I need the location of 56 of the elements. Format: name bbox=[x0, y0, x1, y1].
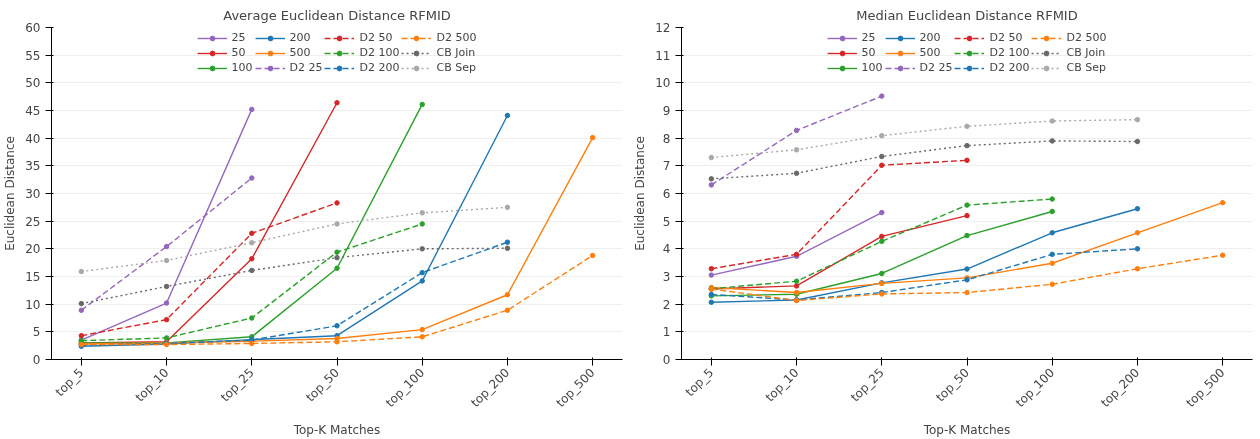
y-tick-label: 5 bbox=[32, 325, 41, 340]
y-tick-label: 2 bbox=[662, 297, 671, 312]
legend-label: CB Join bbox=[1066, 46, 1106, 59]
legend-label: CB Join bbox=[436, 46, 476, 59]
legend-label: 200 bbox=[289, 31, 311, 44]
legend-label: 500 bbox=[919, 46, 941, 59]
y-tick-label: 45 bbox=[25, 104, 41, 118]
legend-label: CB Sep bbox=[436, 61, 476, 74]
legend-label: D2 25 bbox=[289, 61, 323, 74]
legend-label: 50 bbox=[231, 46, 247, 59]
y-tick-label: 50 bbox=[25, 76, 41, 91]
y-tick-label: 10 bbox=[25, 297, 41, 312]
legend-label: D2 200 bbox=[359, 61, 400, 74]
y-axis-title: Euclidean Distance bbox=[633, 136, 648, 251]
legend-label: D2 200 bbox=[989, 61, 1030, 74]
y-tick-label: 60 bbox=[25, 21, 41, 35]
y-tick-label: 15 bbox=[25, 270, 41, 284]
legend-label: D2 500 bbox=[436, 31, 477, 44]
legend-label: D2 100 bbox=[359, 46, 400, 59]
legend-label: D2 100 bbox=[989, 46, 1030, 59]
legend-label: 100 bbox=[231, 61, 253, 74]
y-tick-label: 9 bbox=[662, 104, 671, 118]
x-axis-title: Top-K Matches bbox=[292, 422, 381, 437]
y-tick-label: 3 bbox=[662, 270, 671, 284]
y-tick-label: 55 bbox=[25, 48, 41, 63]
y-tick-label: 5 bbox=[662, 214, 671, 229]
legend-label: 200 bbox=[919, 31, 941, 44]
y-tick-label: 0 bbox=[32, 353, 41, 367]
legend-label: D2 50 bbox=[989, 31, 1023, 44]
y-tick-label: 40 bbox=[25, 131, 41, 146]
y-axis-title: Euclidean Distance bbox=[3, 136, 18, 251]
legend-label: 500 bbox=[289, 46, 311, 59]
y-tick-label: 20 bbox=[25, 242, 41, 257]
y-tick-label: 6 bbox=[662, 187, 671, 201]
legend-label: D2 500 bbox=[1066, 31, 1107, 44]
legend-label: 50 bbox=[861, 46, 877, 59]
legend-label: D2 50 bbox=[359, 31, 393, 44]
legend-label: 25 bbox=[231, 31, 247, 44]
chart-title: Average Euclidean Distance RFMID bbox=[223, 7, 451, 23]
legend-label: 100 bbox=[861, 61, 883, 74]
y-tick-label: 35 bbox=[25, 159, 41, 174]
chart-title: Median Euclidean Distance RFMID bbox=[856, 7, 1078, 23]
y-tick-label: 30 bbox=[25, 187, 41, 201]
y-tick-label: 0 bbox=[662, 353, 671, 367]
y-tick-label: 7 bbox=[662, 159, 671, 174]
x-axis-title: Top-K Matches bbox=[922, 422, 1011, 437]
legend-label: 25 bbox=[861, 31, 877, 44]
legend-label: D2 25 bbox=[919, 61, 953, 74]
y-tick-label: 12 bbox=[655, 21, 671, 35]
y-tick-label: 4 bbox=[662, 242, 671, 257]
y-tick-label: 1 bbox=[662, 325, 671, 340]
y-tick-label: 25 bbox=[25, 214, 41, 229]
y-tick-label: 10 bbox=[655, 76, 671, 91]
y-tick-label: 11 bbox=[655, 48, 671, 63]
legend-label: CB Sep bbox=[1066, 61, 1106, 74]
y-tick-label: 8 bbox=[662, 131, 671, 146]
